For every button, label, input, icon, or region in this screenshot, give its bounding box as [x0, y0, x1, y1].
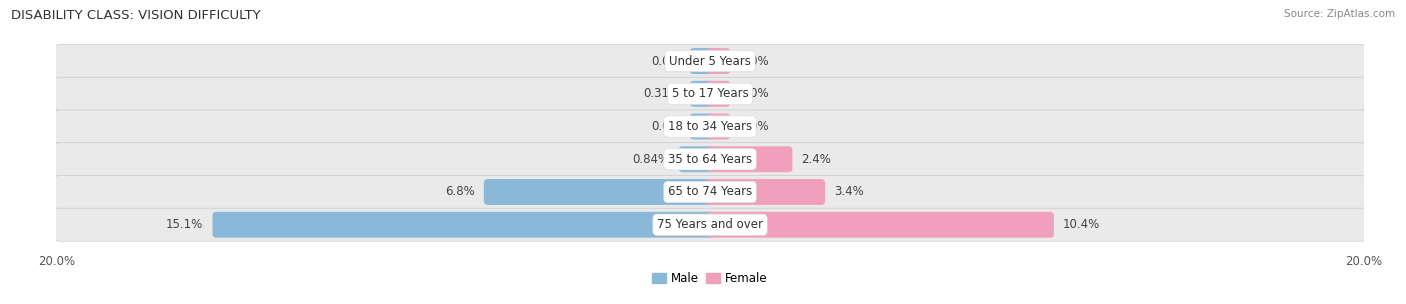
Text: 10.4%: 10.4% — [1063, 218, 1101, 231]
Text: 0.0%: 0.0% — [740, 120, 769, 133]
FancyBboxPatch shape — [679, 146, 714, 172]
Text: 65 to 74 Years: 65 to 74 Years — [668, 185, 752, 199]
FancyBboxPatch shape — [690, 48, 714, 74]
Text: 15.1%: 15.1% — [166, 218, 204, 231]
FancyBboxPatch shape — [55, 208, 1365, 241]
Text: 18 to 34 Years: 18 to 34 Years — [668, 120, 752, 133]
FancyBboxPatch shape — [55, 77, 1365, 110]
Text: 0.0%: 0.0% — [651, 54, 681, 67]
FancyBboxPatch shape — [690, 114, 714, 140]
Text: 35 to 64 Years: 35 to 64 Years — [668, 153, 752, 166]
Text: 75 Years and over: 75 Years and over — [657, 218, 763, 231]
Text: 6.8%: 6.8% — [444, 185, 475, 199]
FancyBboxPatch shape — [55, 44, 1365, 78]
FancyBboxPatch shape — [706, 146, 793, 172]
FancyBboxPatch shape — [55, 175, 1365, 209]
Text: Under 5 Years: Under 5 Years — [669, 54, 751, 67]
Text: 5 to 17 Years: 5 to 17 Years — [672, 87, 748, 100]
FancyBboxPatch shape — [706, 212, 1054, 238]
Text: DISABILITY CLASS: VISION DIFFICULTY: DISABILITY CLASS: VISION DIFFICULTY — [11, 9, 262, 22]
FancyBboxPatch shape — [212, 212, 714, 238]
FancyBboxPatch shape — [484, 179, 714, 205]
Text: 0.0%: 0.0% — [651, 120, 681, 133]
FancyBboxPatch shape — [706, 179, 825, 205]
FancyBboxPatch shape — [706, 48, 730, 74]
Legend: Male, Female: Male, Female — [648, 268, 772, 290]
Text: 2.4%: 2.4% — [801, 153, 831, 166]
FancyBboxPatch shape — [706, 114, 730, 140]
Text: 0.0%: 0.0% — [740, 54, 769, 67]
Text: 0.84%: 0.84% — [633, 153, 669, 166]
Text: 0.31%: 0.31% — [644, 87, 681, 100]
FancyBboxPatch shape — [55, 143, 1365, 176]
Text: Source: ZipAtlas.com: Source: ZipAtlas.com — [1284, 9, 1395, 19]
Text: 0.0%: 0.0% — [740, 87, 769, 100]
Text: 3.4%: 3.4% — [834, 185, 865, 199]
FancyBboxPatch shape — [690, 81, 714, 107]
FancyBboxPatch shape — [55, 110, 1365, 143]
FancyBboxPatch shape — [706, 81, 730, 107]
